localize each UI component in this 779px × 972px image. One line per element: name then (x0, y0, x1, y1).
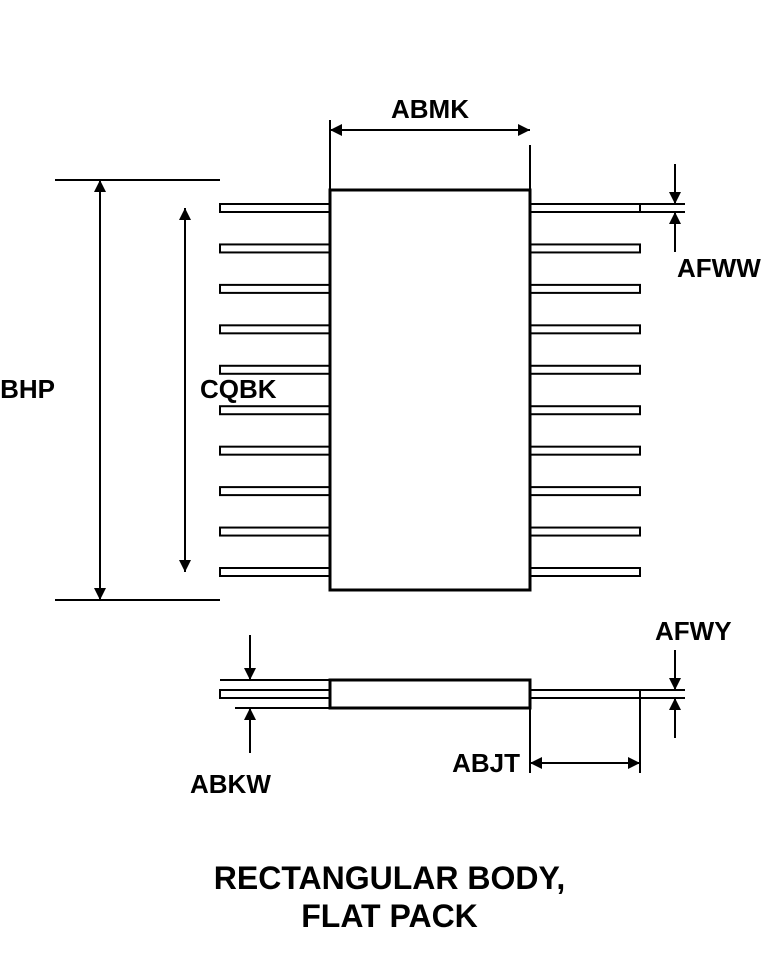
diagram-container: ABMK ABHP CQBK AFWW ABKW ABJT AFWY RECTANGULAR… (0, 0, 779, 972)
dim-label: ABJT (452, 748, 520, 778)
dim-label: ABMK (391, 94, 469, 124)
dim-label: CQBK (200, 374, 277, 404)
dim-label: ABHP (0, 374, 55, 404)
caption-line-2: FLAT PACK (0, 898, 779, 935)
drawing-canvas: ABMK ABHP CQBK AFWW ABKW ABJT AFWY (0, 0, 779, 972)
caption-line-1: RECTANGULAR BODY, (0, 860, 779, 897)
dim-label: AFWW (677, 253, 761, 283)
dim-label: ABKW (190, 769, 271, 799)
dim-label: AFWY (655, 616, 732, 646)
